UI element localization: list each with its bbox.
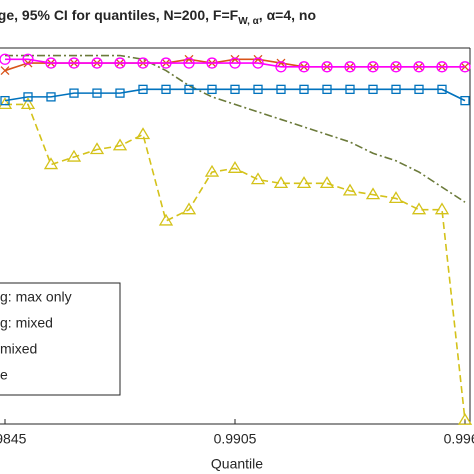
marker (183, 57, 195, 69)
marker (230, 84, 240, 95)
marker (252, 57, 264, 69)
marker (414, 84, 424, 95)
marker (206, 57, 218, 69)
marker (45, 57, 57, 69)
legend-box (0, 282, 121, 396)
marker (229, 57, 241, 69)
x-tick-label: 0.9905 (214, 431, 257, 447)
marker (459, 61, 471, 73)
series-line (4, 58, 465, 72)
marker (275, 61, 287, 73)
marker (0, 95, 10, 106)
marker (112, 138, 128, 151)
marker (365, 187, 381, 200)
marker (368, 84, 378, 95)
marker (250, 172, 266, 185)
marker (20, 97, 36, 110)
marker (390, 61, 402, 73)
marker (436, 61, 448, 73)
x-axis-label: Quantile (211, 456, 263, 472)
marker (91, 57, 103, 69)
title-subscript: W, α (238, 16, 259, 27)
marker (413, 61, 425, 73)
marker (437, 84, 447, 95)
legend-label: mixed (0, 341, 37, 357)
title-part: , α=4, no (259, 7, 316, 23)
series-line (5, 54, 466, 203)
marker (434, 202, 450, 215)
marker (0, 66, 10, 76)
marker (22, 53, 34, 65)
marker (161, 84, 171, 95)
marker (253, 84, 263, 95)
marker (184, 54, 194, 64)
marker (114, 57, 126, 69)
marker (160, 57, 172, 69)
title-part: age, 95% CI for quantiles, N=200, F=F (0, 7, 239, 23)
x-tick-label: 0.9965 (444, 431, 474, 447)
marker (69, 88, 79, 98)
chart-title: age, 95% CI for quantiles, N=200, F=FW, … (0, 7, 316, 27)
marker (322, 84, 332, 95)
marker (181, 202, 197, 215)
series-line (5, 103, 466, 421)
legend-label: g: mixed (0, 315, 53, 331)
x-tick-label: 0.9845 (0, 431, 27, 447)
legend-label: e (0, 367, 8, 383)
marker (68, 57, 80, 69)
marker (207, 84, 217, 95)
marker (460, 95, 470, 106)
marker (158, 213, 174, 226)
marker (345, 84, 355, 95)
marker (342, 183, 358, 196)
marker (253, 54, 263, 64)
marker (138, 84, 148, 95)
marker (89, 142, 105, 155)
series-line (4, 88, 466, 102)
marker (276, 84, 286, 95)
marker (391, 84, 401, 95)
marker (388, 191, 404, 204)
marker (184, 84, 194, 95)
series-line (5, 58, 465, 68)
marker (457, 412, 473, 425)
marker (0, 97, 13, 110)
marker (46, 92, 56, 102)
marker (230, 54, 240, 64)
marker (115, 88, 125, 98)
marker (135, 127, 151, 140)
marker (66, 149, 82, 162)
marker (0, 53, 11, 65)
marker (23, 92, 33, 102)
marker (204, 164, 220, 177)
marker (299, 84, 309, 95)
marker (43, 157, 59, 170)
marker (296, 176, 312, 189)
marker (92, 88, 102, 98)
legend-label: g: max only (0, 289, 72, 305)
marker (367, 61, 379, 73)
marker (321, 61, 333, 73)
marker (319, 176, 335, 189)
marker (411, 202, 427, 215)
marker (137, 57, 149, 69)
marker (273, 176, 289, 189)
marker (344, 61, 356, 73)
marker (298, 61, 310, 73)
marker (227, 161, 243, 173)
